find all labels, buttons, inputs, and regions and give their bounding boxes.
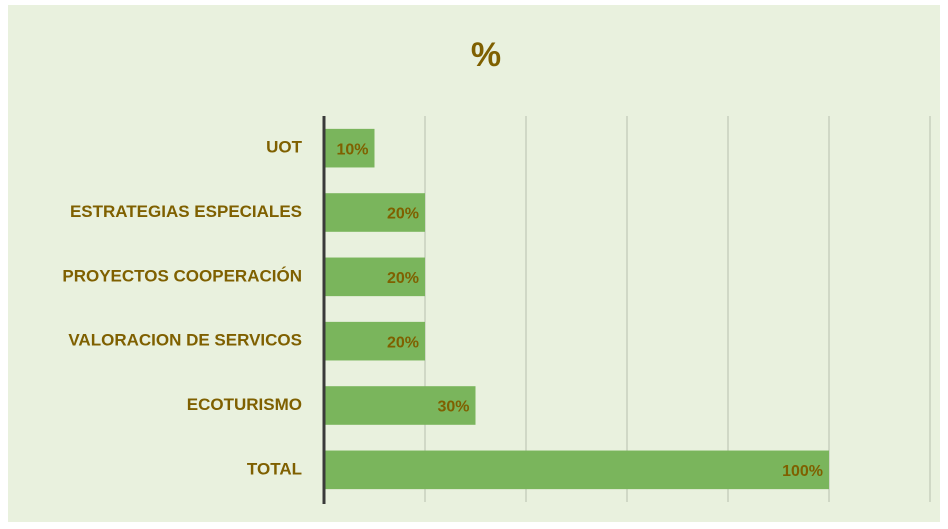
y-tick-label: TOTAL: [247, 459, 302, 478]
y-tick-label: PROYECTOS COOPERACIÓN: [62, 266, 302, 285]
bar: [324, 128, 375, 168]
data-label: 10%: [336, 141, 368, 158]
chart-title: %: [471, 36, 501, 74]
bar: [324, 386, 476, 425]
y-tick-label: UOT: [266, 138, 303, 157]
data-label: 100%: [782, 463, 823, 480]
bar: [324, 193, 425, 232]
bar: [324, 450, 829, 490]
bar: [324, 257, 425, 297]
data-label: 20%: [387, 206, 419, 223]
y-tick-label: ESTRATEGIAS ESPECIALES: [70, 202, 302, 221]
y-tick-label: ECOTURISMO: [187, 395, 302, 414]
y-tick-label: VALORACION DE SERVICOS: [68, 331, 302, 350]
data-label: 20%: [387, 334, 419, 351]
data-label: 30%: [437, 399, 469, 416]
data-label: 20%: [387, 270, 419, 287]
bar: [324, 321, 425, 361]
chart-background: [8, 5, 940, 522]
